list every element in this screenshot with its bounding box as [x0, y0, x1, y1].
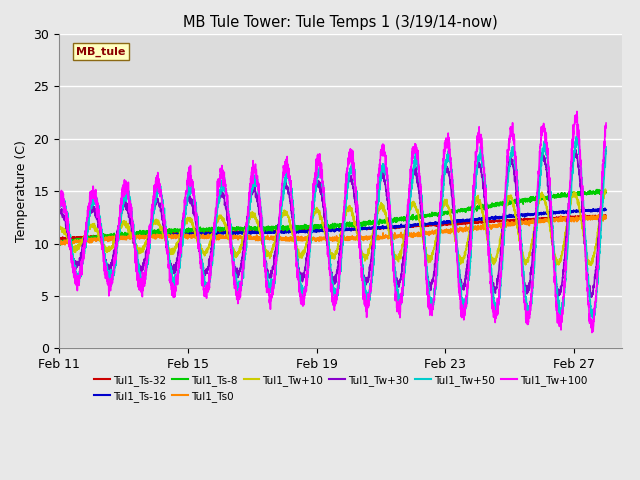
Y-axis label: Temperature (C): Temperature (C)	[15, 140, 28, 242]
Text: MB_tule: MB_tule	[76, 47, 125, 57]
Legend: Tul1_Ts-32, Tul1_Ts-16, Tul1_Ts-8, Tul1_Ts0, Tul1_Tw+10, Tul1_Tw+30, Tul1_Tw+50,: Tul1_Ts-32, Tul1_Ts-16, Tul1_Ts-8, Tul1_…	[90, 371, 591, 406]
Title: MB Tule Tower: Tule Temps 1 (3/19/14-now): MB Tule Tower: Tule Temps 1 (3/19/14-now…	[183, 15, 498, 30]
